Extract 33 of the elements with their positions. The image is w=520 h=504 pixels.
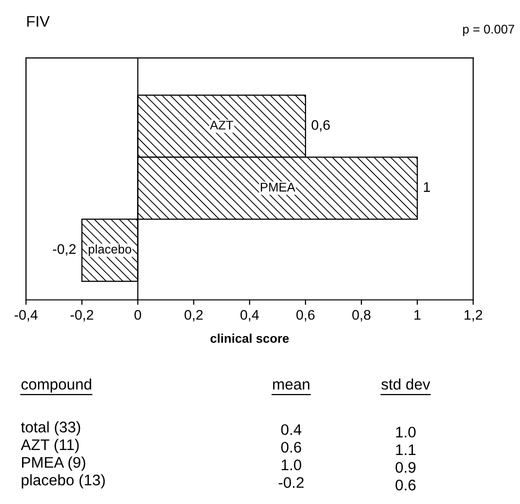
text: 0.6 — [281, 442, 302, 453]
text: PMEA (9) — [22, 456, 86, 471]
text: 0.6 — [396, 480, 416, 490]
text: AZT (11) — [20, 438, 79, 454]
x-tick-label: 1 — [414, 310, 420, 320]
x-tick-label: 0,6 — [296, 310, 315, 322]
x-tick-label: -0,4 — [14, 310, 38, 322]
text: placebo (13) — [22, 474, 105, 488]
data-label: -0,2 — [52, 244, 76, 256]
x-axis-title: clinical score — [210, 334, 289, 343]
text: 1.0 — [396, 426, 416, 438]
text: 1.1 — [396, 444, 416, 456]
x-tick-label: 0 — [134, 310, 142, 320]
text: p = 0.007 — [463, 24, 514, 36]
x-tick-label: -0,2 — [70, 310, 94, 322]
text: 1.0 — [282, 459, 302, 470]
y-tick-label: placebo — [88, 244, 132, 256]
text: 0.9 — [396, 462, 416, 473]
text: std dev — [381, 378, 430, 390]
text: mean — [273, 381, 310, 390]
x-tick-label: 0,4 — [240, 310, 259, 322]
data-label: 0,6 — [312, 120, 330, 132]
x-tick-label: 1,2 — [464, 310, 482, 322]
x-tick-label: 0,8 — [352, 310, 370, 322]
x-tick-label: 0,2 — [184, 310, 203, 322]
y-tick-label: PMEA — [260, 182, 296, 192]
chart-title: FIV — [27, 16, 50, 27]
text: 0.4 — [281, 424, 302, 436]
text: compound — [21, 378, 92, 393]
y-tick-label: AZT — [210, 120, 234, 130]
text: total (33) — [21, 421, 80, 436]
data-label: 1 — [424, 182, 430, 192]
text: -0.2 — [278, 477, 304, 488]
